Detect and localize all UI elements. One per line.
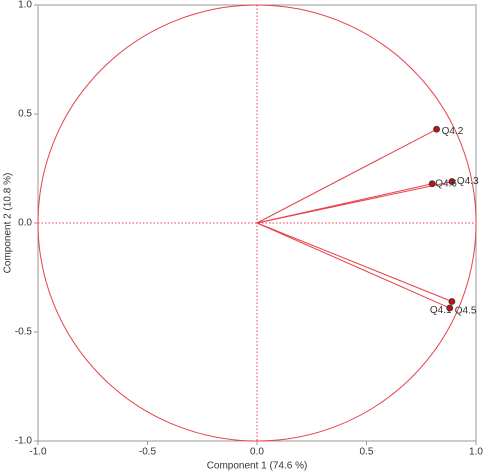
loading-vector [256,183,433,224]
loading-vector [256,128,437,224]
point [448,298,456,305]
y-axis-title: Component 2 (10.8 %) [3,173,14,274]
x-axis-title: Component 1 (74.6 %) [207,461,308,472]
point-label: Q4.2 [442,126,464,137]
point-label: Q4.5 [455,306,477,317]
x-tick-label: -1.0 [29,447,47,458]
y-tick-label: 0.5 [18,109,32,120]
x-tick-label: 0.5 [360,447,374,458]
point [428,180,436,188]
y-tick-label: 0.0 [18,218,32,229]
loading-vector [256,222,450,309]
y-tick-label: -0.5 [15,327,33,338]
point [448,178,456,185]
point-label: Q4.1 [430,305,452,316]
x-tick-label: 1.0 [469,447,483,458]
unit-circle [37,4,477,442]
point [446,304,454,312]
point-label: Q4.6 [435,178,457,189]
point [433,125,440,133]
x-tick-label: 0.0 [250,447,264,458]
loading-vector [256,222,453,302]
x-tick-label: -0.5 [139,447,157,458]
y-tick-label: -1.0 [15,436,33,447]
point-label: Q4.3 [457,176,479,187]
y-tick-label: 1.0 [18,0,32,11]
